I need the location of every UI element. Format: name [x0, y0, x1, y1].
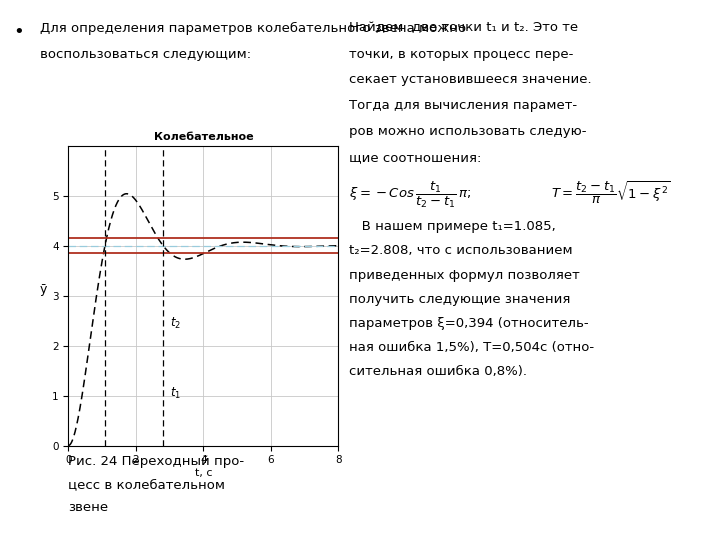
Text: Тогда для вычисления парамет-: Тогда для вычисления парамет-	[349, 99, 577, 112]
Text: щие соотношения:: щие соотношения:	[349, 151, 482, 164]
Text: •: •	[13, 23, 24, 40]
Text: секает установившееся значение.: секает установившееся значение.	[349, 73, 592, 86]
Text: цесс в колебательном: цесс в колебательном	[68, 478, 225, 491]
Text: Найдем  две точки t₁ и t₂. Это те: Найдем две точки t₁ и t₂. Это те	[349, 22, 578, 35]
Text: $\xi=-Cos\,\dfrac{t_1}{t_2-t_1}\,\pi;$: $\xi=-Cos\,\dfrac{t_1}{t_2-t_1}\,\pi;$	[349, 180, 472, 210]
Text: ров можно использовать следую-: ров можно использовать следую-	[349, 125, 587, 138]
Text: параметров ξ=0,394 (относитель-: параметров ξ=0,394 (относитель-	[349, 317, 589, 330]
Text: $T=\dfrac{t_2-t_1}{\pi}\sqrt{1-\xi^2}$: $T=\dfrac{t_2-t_1}{\pi}\sqrt{1-\xi^2}$	[551, 180, 671, 206]
Text: приведенных формул позволяет: приведенных формул позволяет	[349, 268, 580, 281]
Text: t₂=2.808, что с использованием: t₂=2.808, что с использованием	[349, 245, 573, 258]
Text: В нашем примере t₁=1.085,: В нашем примере t₁=1.085,	[349, 220, 556, 233]
Text: $t_2$: $t_2$	[170, 315, 181, 330]
Text: Для определения параметров колебательного звена можно: Для определения параметров колебательног…	[40, 22, 466, 35]
Text: ная ошибка 1,5%), T=0,504c (отно-: ная ошибка 1,5%), T=0,504c (отно-	[349, 341, 594, 354]
Y-axis label: ȳ: ȳ	[40, 282, 48, 296]
Text: сительная ошибка 0,8%).: сительная ошибка 0,8%).	[349, 365, 527, 378]
Title: Колебательное: Колебательное	[153, 132, 253, 142]
Text: Рис. 24 Переходный про-: Рис. 24 Переходный про-	[68, 455, 245, 468]
Text: звене: звене	[68, 501, 109, 514]
Text: воспользоваться следующим:: воспользоваться следующим:	[40, 48, 251, 60]
X-axis label: t, c: t, c	[194, 468, 212, 478]
Text: точки, в которых процесс пере-: точки, в которых процесс пере-	[349, 48, 574, 60]
Text: $t_1$: $t_1$	[170, 386, 181, 401]
Text: получить следующие значения: получить следующие значения	[349, 293, 570, 306]
